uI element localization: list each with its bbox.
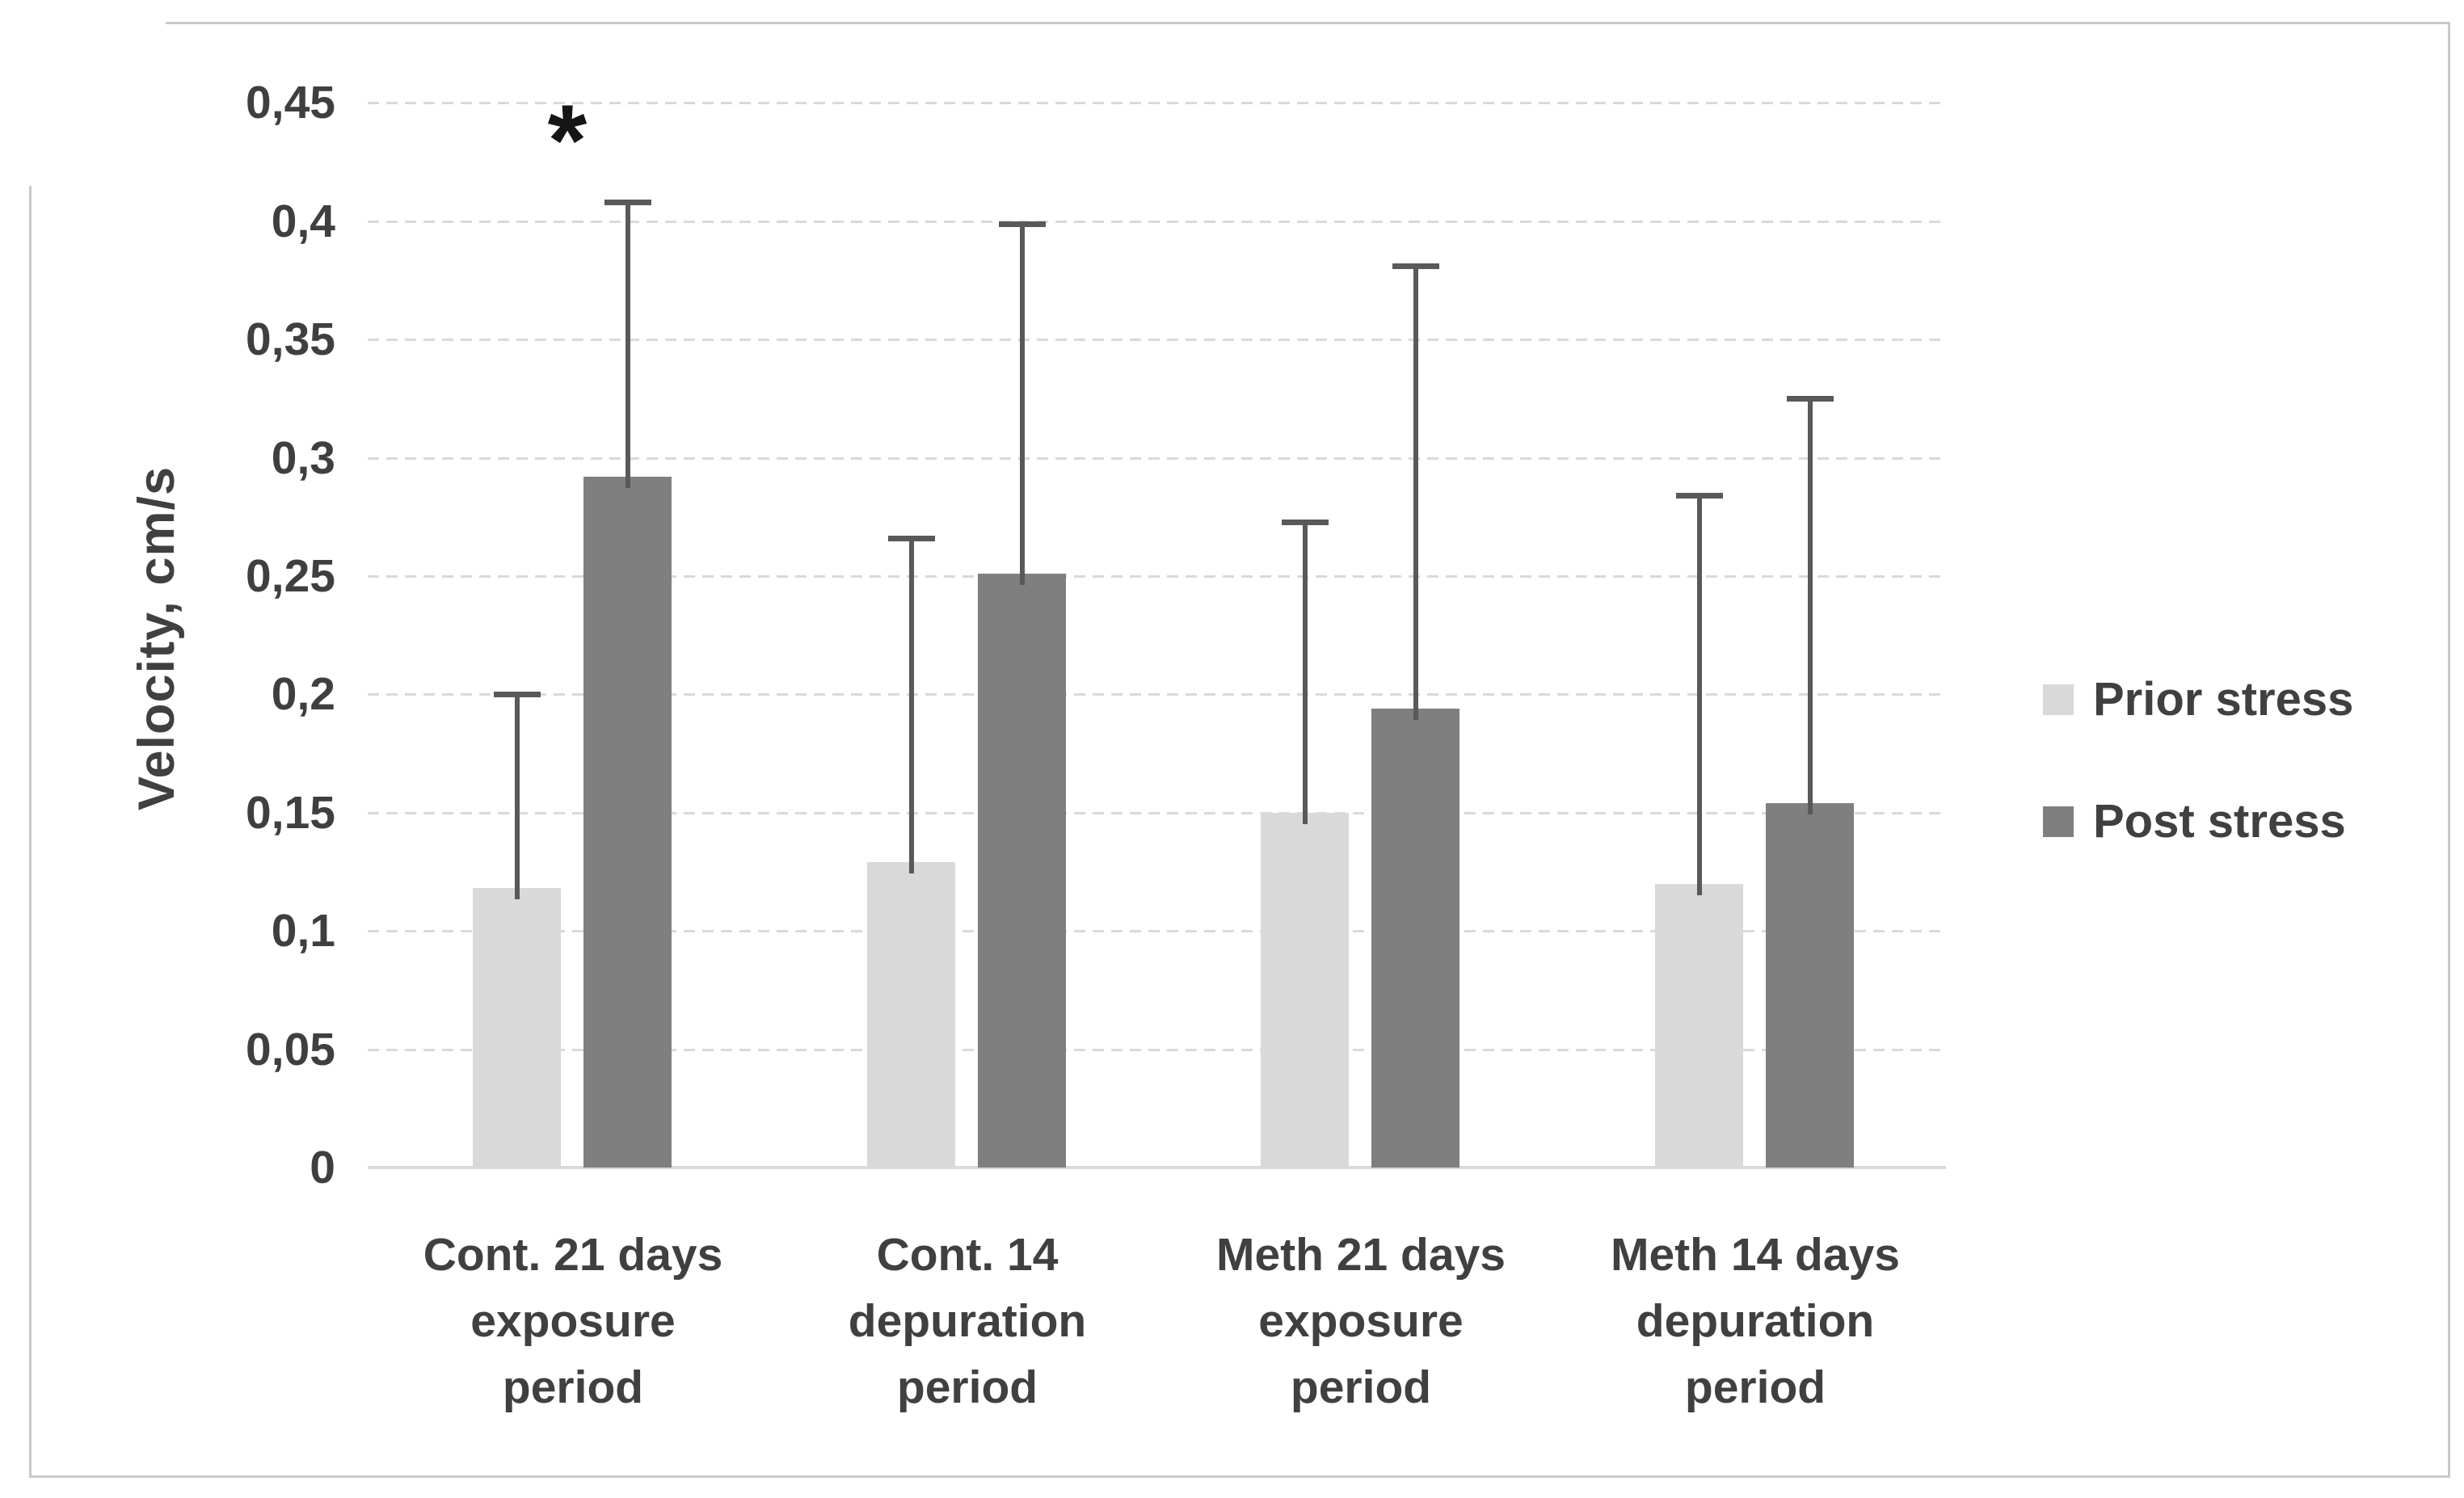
legend-label-post-stress: Post stress — [2093, 795, 2346, 848]
bar-post-stress-3 — [1371, 709, 1459, 1168]
error-bar-cap — [1282, 520, 1329, 525]
figure-border-left — [29, 186, 32, 1478]
gridline — [368, 102, 1946, 104]
y-tick-label: 0,2 — [271, 668, 335, 720]
y-tick-label: 0,1 — [271, 905, 335, 957]
error-bar-cap — [1787, 396, 1834, 402]
legend-swatch-prior-stress — [2043, 684, 2074, 715]
bar-prior-stress-2 — [867, 862, 955, 1168]
gridline — [368, 812, 1946, 814]
gridline — [368, 339, 1946, 341]
y-tick-label: 0 — [310, 1142, 335, 1193]
legend-label-prior-stress: Prior stress — [2093, 673, 2354, 726]
x-axis-line — [368, 1166, 1946, 1169]
gridline — [368, 693, 1946, 696]
legend: Prior stress Post stress — [2043, 672, 2353, 916]
error-bar-cap — [1676, 493, 1723, 499]
error-bar-cap — [999, 221, 1046, 227]
error-bar — [1020, 224, 1025, 585]
error-bar-cap — [494, 692, 541, 697]
x-category-label-2: Cont. 14 depuration period — [848, 1229, 1087, 1413]
figure-border-right — [2448, 22, 2450, 1478]
error-bar — [909, 538, 914, 873]
y-tick-label: 0,4 — [271, 196, 335, 247]
y-tick-label: 0,3 — [271, 432, 335, 484]
bar-prior-stress-4 — [1655, 884, 1743, 1168]
gridline — [368, 1049, 1946, 1051]
y-tick-label: 0,35 — [246, 313, 335, 365]
y-tick-label: 0,25 — [246, 550, 335, 602]
legend-item-prior-stress: Prior stress — [2043, 672, 2353, 726]
error-bar — [1303, 522, 1308, 824]
gridline — [368, 930, 1946, 932]
x-category-label-1: Cont. 21 days exposure period — [423, 1229, 723, 1413]
significance-asterisk: * — [547, 85, 588, 197]
error-bar — [1413, 266, 1418, 720]
error-bar — [625, 202, 630, 488]
y-tick-label: 0,15 — [246, 787, 335, 839]
bar-post-stress-2 — [978, 574, 1066, 1168]
y-tick-label: 0,05 — [246, 1024, 335, 1075]
legend-swatch-post-stress — [2043, 806, 2074, 837]
error-bar-cap — [1392, 263, 1439, 269]
bar-post-stress-4 — [1766, 803, 1854, 1168]
y-axis-title: Velocity, cm/s — [128, 465, 185, 811]
x-category-label-3: Meth 21 days exposure period — [1216, 1229, 1506, 1413]
error-bar — [1697, 495, 1702, 895]
x-category-label-4: Meth 14 days depuration period — [1611, 1229, 1900, 1413]
gridline — [368, 575, 1946, 578]
figure-border-top — [166, 22, 2450, 24]
error-bar-cap — [888, 536, 935, 541]
gridline — [368, 221, 1946, 223]
error-bar — [1808, 398, 1813, 814]
error-bar — [515, 694, 520, 899]
figure-border-bottom — [29, 1475, 2450, 1478]
bar-post-stress-1 — [583, 477, 672, 1168]
bar-prior-stress-1 — [473, 888, 561, 1168]
bar-prior-stress-3 — [1261, 813, 1349, 1168]
gridline — [368, 457, 1946, 460]
error-bar-cap — [604, 200, 651, 205]
y-tick-label: 0,45 — [246, 77, 335, 128]
legend-item-post-stress: Post stress — [2043, 794, 2353, 848]
